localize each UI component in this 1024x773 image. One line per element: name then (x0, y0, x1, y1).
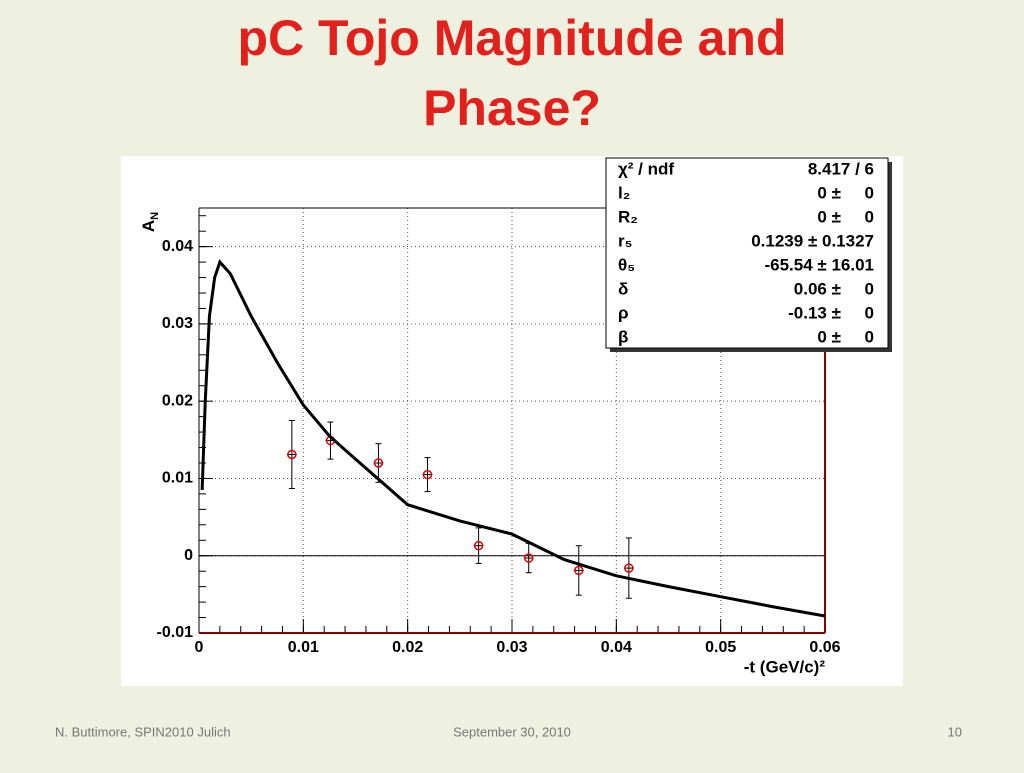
data-point (287, 449, 297, 460)
y-tick-label: 0.02 (162, 392, 193, 409)
stats-value: 0.06 ± 0 (794, 279, 874, 298)
footer-right: 10 (948, 724, 962, 739)
data-point (473, 540, 484, 551)
y-axis-label: AN (139, 212, 160, 232)
stats-label: β (618, 327, 628, 346)
x-tick-label: 0.02 (392, 639, 423, 656)
x-tick-label: 0.05 (705, 639, 736, 656)
data-point (523, 553, 534, 563)
y-axis-label-main: A (139, 220, 158, 232)
stats-value: 0 ± 0 (817, 207, 874, 226)
data-point (373, 458, 384, 468)
stats-value: 8.417 / 6 (808, 159, 874, 178)
data-point (422, 469, 433, 480)
stats-value: 0.1239 ± 0.1327 (751, 231, 874, 250)
footer-left: N. Buttimore, SPIN2010 Julich (55, 724, 231, 739)
data-point (574, 565, 584, 576)
y-tick-label: -0.01 (157, 624, 194, 641)
stats-value: -0.13 ± 0 (788, 303, 874, 322)
stats-value: -65.54 ± 16.01 (764, 255, 874, 274)
footer-center: September 30, 2010 (453, 724, 571, 739)
y-axis-label-sub: N (149, 212, 161, 220)
y-tick-label: 0.03 (162, 315, 193, 332)
stats-label: χ² / ndf (618, 159, 674, 178)
x-tick-label: 0.01 (288, 639, 319, 656)
fit-curve (200, 259, 826, 618)
stats-label: l₂ (618, 183, 630, 202)
x-tick-label: 0 (195, 639, 204, 656)
data-point (624, 563, 634, 573)
slide-title: Phase? (423, 80, 601, 136)
y-tick-label: 0.01 (162, 470, 193, 487)
slide-title: pC Tojo Magnitude and (238, 10, 787, 66)
stats-label: ρ (618, 303, 629, 322)
stats-label: δ (618, 279, 628, 298)
x-tick-label: 0.03 (496, 639, 527, 656)
stats-box (605, 157, 889, 349)
y-tick-label: 0.04 (162, 238, 193, 255)
stats-label: R₂ (618, 207, 638, 226)
y-tick-label: 0 (184, 547, 193, 564)
x-axis-label: -t (GeV/c)² (744, 657, 826, 676)
stats-label: r₅ (618, 231, 632, 250)
stats-value: 0 ± 0 (817, 327, 874, 346)
x-tick-label: 0.04 (601, 639, 632, 656)
x-tick-label: 0.06 (809, 639, 840, 656)
stats-label: θ₅ (618, 255, 635, 274)
stats-value: 0 ± 0 (817, 183, 874, 202)
